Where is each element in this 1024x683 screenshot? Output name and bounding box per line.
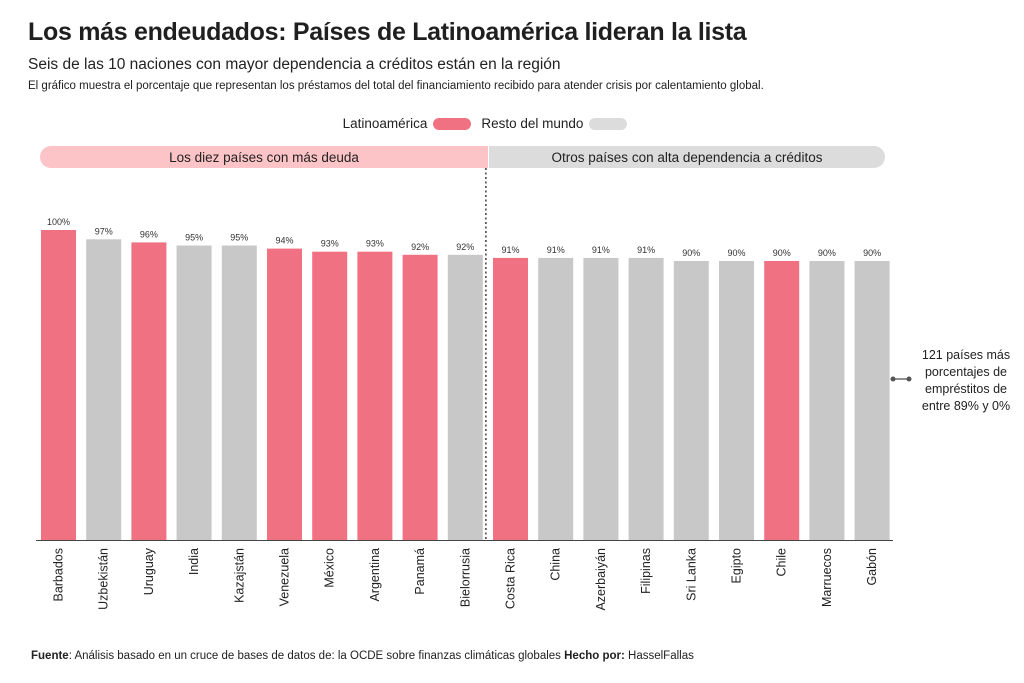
- category-label-18: Gabón: [865, 548, 879, 586]
- bar-1: [86, 239, 122, 541]
- group-band-others: Otros países con alta dependencia a créd…: [489, 146, 885, 168]
- bar-13: [628, 257, 664, 540]
- category-label-7: Argentina: [368, 548, 382, 602]
- bar-7: [357, 251, 393, 540]
- category-label-10: Costa Rica: [504, 548, 518, 609]
- bar-6: [312, 251, 348, 540]
- legend-label-rest: Resto del mundo: [481, 116, 584, 131]
- category-label-0: Barbados: [52, 548, 66, 602]
- category-label-12: Azerbaiyán: [594, 548, 608, 611]
- value-label-17: 90%: [818, 248, 836, 258]
- bar-14: [673, 261, 709, 540]
- value-label-9: 92%: [456, 242, 474, 252]
- category-label-2: Uruguay: [142, 547, 156, 595]
- category-label-8: Panamá: [413, 548, 427, 595]
- remaining-countries-note: 121 países más porcentajes de empréstito…: [921, 348, 1011, 413]
- category-label-14: Sri Lanka: [684, 548, 698, 601]
- category-label-4: Kazajstán: [232, 548, 246, 603]
- category-label-6: México: [323, 548, 337, 588]
- legend-label-latam: Latinoamérica: [342, 116, 428, 131]
- bar-16: [764, 261, 800, 540]
- category-label-13: Filipinas: [639, 548, 653, 594]
- value-label-14: 90%: [682, 248, 700, 258]
- legend-swatch-rest: [589, 117, 628, 130]
- value-label-8: 92%: [411, 242, 429, 252]
- legend-swatch-latam: [433, 117, 472, 130]
- group-band-top-ten: Los diez países con más deuda: [40, 146, 488, 168]
- category-label-16: Chile: [775, 548, 789, 577]
- bar-10: [493, 257, 528, 540]
- chart-description: El gráfico muestra el porcentaje que rep…: [28, 80, 764, 92]
- category-label-3: India: [187, 548, 201, 575]
- annotation-dot-end: [906, 376, 912, 382]
- value-label-4: 95%: [230, 233, 248, 243]
- value-label-2: 96%: [140, 229, 158, 239]
- value-label-0: 100%: [47, 217, 70, 227]
- category-label-1: Uzbekistán: [97, 548, 111, 610]
- bar-15: [719, 261, 754, 540]
- value-label-10: 91%: [501, 245, 519, 255]
- author-text: HasselFallas: [624, 650, 694, 662]
- category-label-5: Venezuela: [278, 548, 292, 606]
- bar-5: [267, 248, 302, 540]
- value-label-15: 90%: [727, 248, 745, 258]
- value-label-5: 94%: [275, 236, 293, 246]
- bar-11: [538, 257, 574, 540]
- value-label-13: 91%: [637, 245, 655, 255]
- bar-4: [221, 245, 257, 540]
- author-label: Hecho por:: [564, 650, 625, 662]
- value-label-18: 90%: [863, 248, 881, 258]
- source-label: Fuente: [31, 650, 69, 662]
- category-label-17: Marruecos: [820, 548, 834, 607]
- value-label-1: 97%: [95, 226, 113, 236]
- bar-2: [131, 242, 167, 540]
- value-label-11: 91%: [547, 245, 565, 255]
- value-label-7: 93%: [366, 239, 384, 249]
- legend: Latinoamérica Resto del mundo: [0, 116, 980, 131]
- value-label-3: 95%: [185, 233, 203, 243]
- bar-0: [41, 230, 76, 540]
- value-label-12: 91%: [592, 245, 610, 255]
- bar-8: [402, 254, 438, 541]
- chart-subtitle: Seis de las 10 naciones con mayor depend…: [28, 56, 561, 73]
- bar-12: [583, 257, 619, 540]
- annotation-dot-start: [890, 376, 896, 382]
- category-label-9: Bielorrusia: [458, 548, 472, 607]
- group-label-others: Otros países con alta dependencia a créd…: [551, 149, 823, 165]
- chart-title: Los más endeudados: Países de Latinoamér…: [28, 18, 747, 46]
- category-label-15: Egipto: [730, 548, 744, 583]
- footer-source: Fuente: Análisis basado en un cruce de b…: [31, 650, 694, 662]
- category-label-11: China: [549, 548, 563, 581]
- bar-17: [809, 261, 845, 540]
- bar-18: [854, 261, 890, 540]
- bar-9: [447, 254, 483, 541]
- bar-3: [176, 245, 212, 540]
- value-label-16: 90%: [773, 248, 791, 258]
- group-label-top-ten: Los diez países con más deuda: [169, 149, 359, 165]
- value-label-6: 93%: [321, 239, 339, 249]
- source-text: : Análisis basado en un cruce de bases d…: [68, 650, 565, 662]
